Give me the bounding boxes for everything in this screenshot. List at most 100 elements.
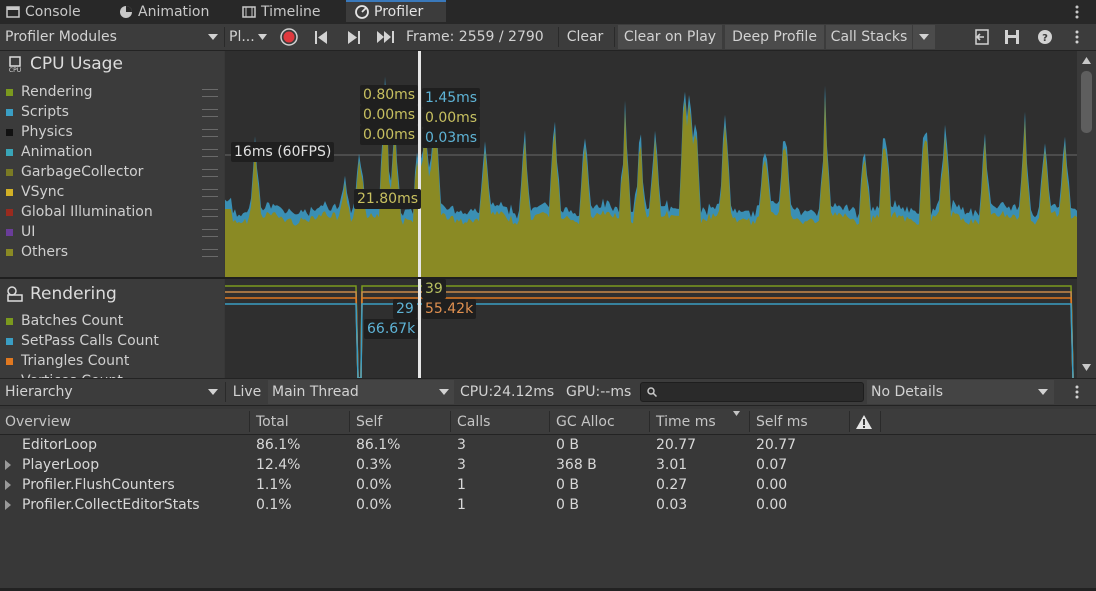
load-button[interactable] <box>970 25 994 49</box>
live-toggle[interactable]: Live <box>232 384 262 400</box>
cell-selfms: 0.00 <box>756 497 788 513</box>
column-header-overview[interactable]: Overview <box>5 413 71 430</box>
tab-console[interactable]: Console <box>6 0 81 24</box>
render-legend-item[interactable]: SetPass Calls Count <box>6 331 218 351</box>
reorder-grip-icon[interactable] <box>202 209 218 217</box>
cpu-legend-item[interactable]: Physics <box>6 122 218 142</box>
cell-gc: 0 B <box>556 497 579 513</box>
next-frame-button[interactable] <box>341 25 367 49</box>
modules-scrollbar[interactable] <box>1077 51 1096 378</box>
column-header-total[interactable]: Total <box>256 413 289 430</box>
cpu-usage-chart[interactable]: 16ms (60FPS) 0.80ms 0.00ms 0.00ms 21.80m… <box>225 51 1077 277</box>
render-legend-item[interactable]: Vertices Count <box>6 371 218 378</box>
column-header-calls[interactable]: Calls <box>457 413 491 430</box>
cpu-value-label: 0.00ms <box>422 108 481 128</box>
table-row[interactable]: Profiler.FlushCounters 1.1% 0.0% 1 0 B 0.27 0.… <box>0 475 1096 495</box>
cpu-legend-item[interactable]: Rendering <box>6 82 218 102</box>
column-header-gc-alloc[interactable]: GC Alloc <box>556 413 615 430</box>
call-stacks-toggle[interactable]: Call Stacks <box>826 25 912 49</box>
cpu-legend-item[interactable]: Global Illumination <box>6 202 218 222</box>
legend-label: Animation <box>21 144 93 160</box>
triangles-value-label: 55.42k <box>422 299 477 319</box>
dropdown-arrow-icon <box>439 389 449 395</box>
reorder-grip-icon[interactable] <box>202 169 218 177</box>
reorder-grip-icon[interactable] <box>202 189 218 197</box>
help-button[interactable]: ? <box>1033 25 1057 49</box>
cell-gc: 0 B <box>556 437 579 453</box>
target-selector-dropdown[interactable]: Pl... <box>225 25 271 49</box>
dropdown-arrow-icon <box>1038 389 1048 395</box>
thread-dropdown[interactable]: Main Thread <box>268 380 454 404</box>
cpu-legend-item[interactable]: Others <box>6 242 218 262</box>
tab-timeline[interactable]: Timeline <box>242 0 321 24</box>
cpu-legend-item[interactable]: Scripts <box>6 102 218 122</box>
legend-label: Batches Count <box>21 313 124 329</box>
cell-selfms: 0.07 <box>756 457 788 473</box>
column-header-self-ms[interactable]: Self ms <box>756 413 808 430</box>
tab-animation[interactable]: Animation <box>119 0 209 24</box>
details-dropdown[interactable]: No Details <box>867 380 1054 404</box>
gpu-time-readout: GPU:--ms <box>566 384 632 400</box>
expand-arrow-icon[interactable] <box>5 480 11 490</box>
reorder-grip-icon[interactable] <box>202 129 218 137</box>
clear-button[interactable]: Clear <box>566 29 604 45</box>
legend-swatch <box>6 128 13 136</box>
reorder-grip-icon[interactable] <box>202 149 218 157</box>
clear-on-play-toggle[interactable]: Clear on Play <box>618 25 722 49</box>
rendering-module-header[interactable]: Rendering <box>6 284 117 304</box>
svg-text:?: ? <box>1042 33 1048 44</box>
selected-frame-marker <box>418 279 421 378</box>
reorder-grip-icon[interactable] <box>202 249 218 257</box>
profiler-modules-dropdown[interactable]: Profiler Modules <box>0 25 224 49</box>
frame-counter: Frame: 2559 / 2790 <box>406 29 544 45</box>
cpu-module-header[interactable]: CPU CPU Usage <box>6 54 123 74</box>
table-row[interactable]: EditorLoop 86.1% 86.1% 3 0 B 20.77 20.77 <box>0 435 1096 455</box>
reorder-grip-icon[interactable] <box>202 109 218 117</box>
render-legend-item[interactable]: Triangles Count <box>6 351 218 371</box>
save-button[interactable] <box>1000 25 1024 49</box>
record-button[interactable] <box>275 25 303 49</box>
tab-label: Animation <box>138 4 210 20</box>
column-header-self[interactable]: Self <box>356 413 383 430</box>
toolbar-menu-button[interactable] <box>1066 25 1088 49</box>
cpu-legend-item[interactable]: UI <box>6 222 218 242</box>
cell-name: PlayerLoop <box>22 457 100 473</box>
cell-time: 0.27 <box>656 477 688 493</box>
current-frame-button[interactable] <box>372 25 400 49</box>
legend-swatch <box>6 108 13 116</box>
cpu-module-title: CPU Usage <box>30 54 123 74</box>
call-stacks-dropdown[interactable] <box>913 25 935 49</box>
render-legend-item[interactable]: Batches Count <box>6 311 218 331</box>
cpu-legend-item[interactable]: GarbageCollector <box>6 162 218 182</box>
legend-swatch <box>6 88 13 96</box>
reorder-grip-icon[interactable] <box>202 89 218 97</box>
legend-label: Rendering <box>21 84 93 100</box>
reorder-grip-icon[interactable] <box>202 229 218 237</box>
cell-name: Profiler.FlushCounters <box>22 477 175 493</box>
cpu-usage-graph <box>225 51 1077 277</box>
expand-arrow-icon[interactable] <box>5 500 11 510</box>
tab-profiler[interactable]: Profiler <box>346 0 446 22</box>
previous-frame-button[interactable] <box>308 25 334 49</box>
cpu-value-label: 0.00ms <box>360 125 419 145</box>
cpu-legend-item[interactable]: VSync <box>6 182 218 202</box>
column-header-time-ms[interactable]: Time ms <box>656 413 716 430</box>
animation-icon <box>120 6 132 18</box>
cpu-legend-item[interactable]: Animation <box>6 142 218 162</box>
table-row[interactable]: PlayerLoop 12.4% 0.3% 3 368 B 3.01 0.07 <box>0 455 1096 475</box>
table-row[interactable]: Profiler.CollectEditorStats 0.1% 0.0% 1 0 B 0… <box>0 495 1096 515</box>
search-input[interactable] <box>640 382 864 402</box>
legend-swatch <box>6 168 13 176</box>
rendering-chart[interactable]: 39 55.42k 29 66.67k <box>225 279 1077 378</box>
cell-selfms: 0.00 <box>756 477 788 493</box>
deep-profile-toggle[interactable]: Deep Profile <box>725 25 824 49</box>
step-forward-icon <box>348 30 360 44</box>
details-menu-button[interactable] <box>1066 380 1088 404</box>
expand-arrow-icon[interactable] <box>5 460 11 470</box>
column-header-warnings[interactable] <box>856 409 872 434</box>
legend-label: GarbageCollector <box>21 164 144 180</box>
window-menu-button[interactable] <box>1072 0 1082 24</box>
cpu-value-label: 0.80ms <box>360 85 419 105</box>
kebab-menu-icon <box>1075 5 1079 19</box>
view-type-dropdown[interactable]: Hierarchy <box>0 380 224 404</box>
